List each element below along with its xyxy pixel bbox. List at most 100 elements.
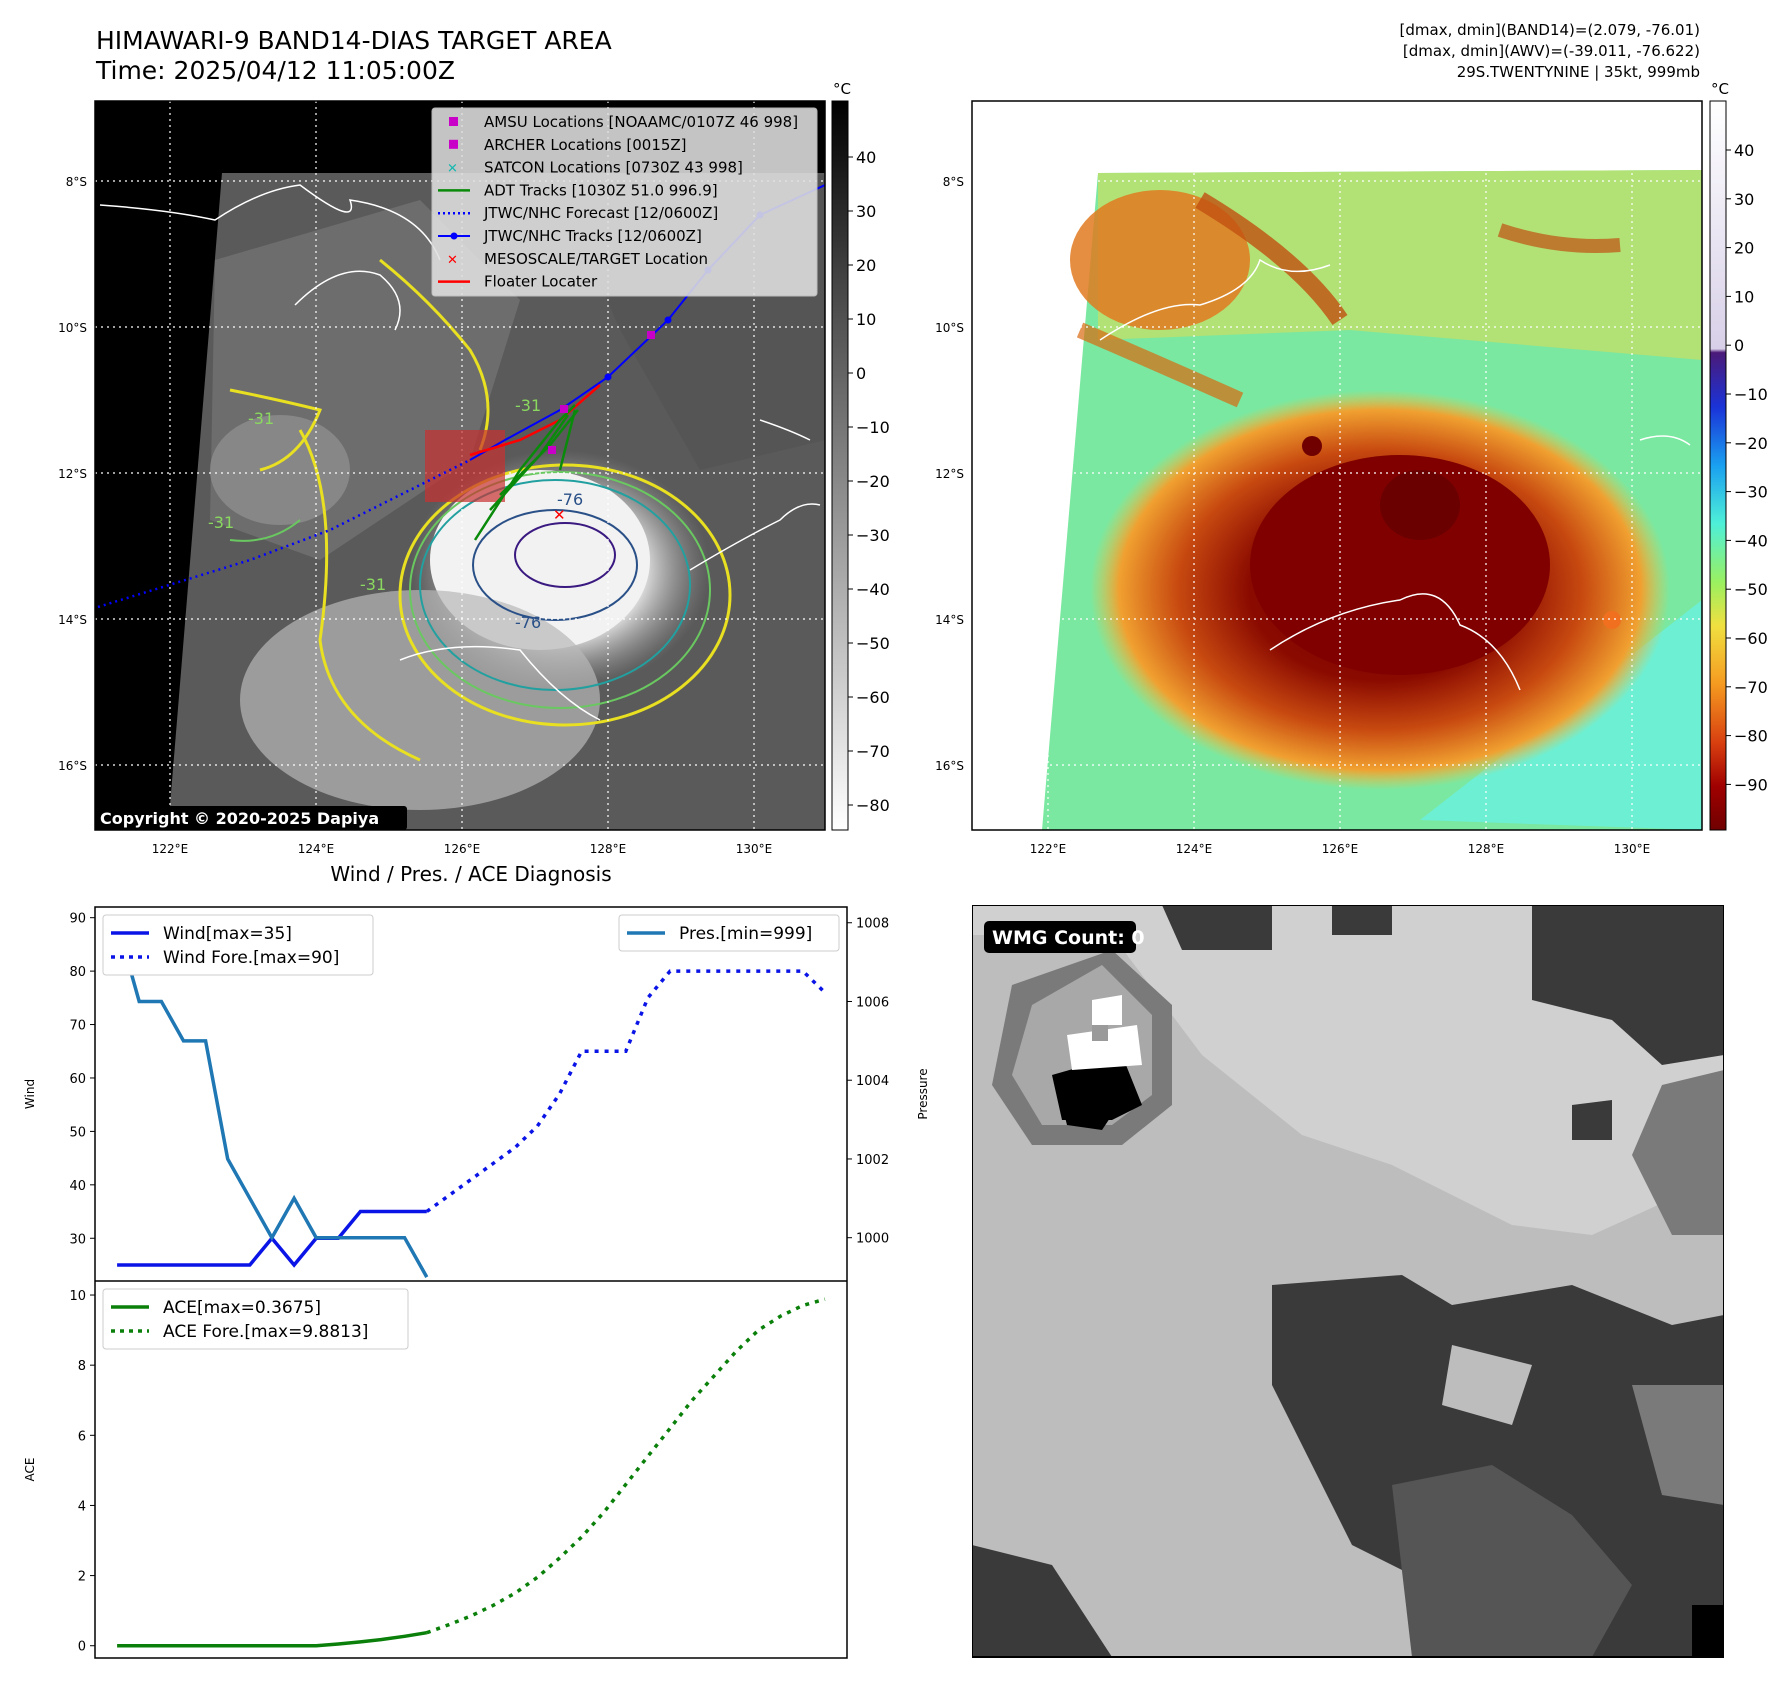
colorbar-tick: −80 [1734, 727, 1768, 746]
wind-tick: 90 [69, 912, 86, 927]
ace-tick: 2 [78, 1570, 86, 1585]
series-line [425, 969, 827, 1213]
lon-label: 130°E [1614, 842, 1651, 856]
lon-label: 126°E [1322, 842, 1359, 856]
colorbar-tick: −60 [856, 688, 890, 707]
colorbar-tick: 30 [856, 202, 876, 221]
legend-label: JTWC/NHC Forecast [12/0600Z] [483, 204, 718, 222]
ace-tick: 0 [78, 1640, 86, 1655]
colorbar-tick: 30 [1734, 190, 1754, 209]
colorbar-tick: −70 [856, 742, 890, 761]
wmg-panel: WMG Count: 0 [972, 905, 1724, 1658]
series-line [117, 1630, 428, 1648]
lat-label: 14°S [58, 613, 87, 627]
colorbar-tick: −10 [1734, 385, 1768, 404]
colorbar-tick: −30 [856, 526, 890, 545]
contour-label: -31 [515, 396, 541, 415]
lon-label: 128°E [1468, 842, 1505, 856]
ace-tick: 6 [78, 1429, 86, 1444]
geo-axis-labels: 8°S 10°S 12°S 14°S 16°S 122°E 124°E 126°E 128°E 1… [58, 175, 1650, 856]
svg-text:✕: ✕ [553, 506, 566, 524]
ir-colorbar [831, 100, 849, 831]
series-line [426, 1297, 826, 1635]
awv-colorbar-ticks: 40 30 20 10 0 −10 −20 −30 −40 −50 −60 −70 −80 −90 [1726, 141, 1768, 794]
lon-label: 122°E [152, 842, 189, 856]
lat-label: 10°S [58, 321, 87, 335]
pressure-tick: 1004 [856, 1074, 889, 1089]
legend-label: JTWC/NHC Tracks [12/0600Z] [483, 227, 702, 245]
lat-label: 14°S [935, 613, 964, 627]
wind-tick: 30 [69, 1232, 86, 1247]
legend-label: ACE Fore.[max=9.8813] [163, 1322, 368, 1342]
colorbar-tick: 40 [856, 148, 876, 167]
legend-label: MESOSCALE/TARGET Location [484, 250, 708, 268]
colorbar-tick: −20 [1734, 434, 1768, 453]
series-line [115, 922, 429, 1278]
lat-label: 8°S [66, 175, 87, 189]
colorbar-tick: −60 [1734, 629, 1768, 648]
contour-label: -76 [557, 490, 583, 509]
ir-map-panel: ✕ -31 -31 -31 -76 -31 -76 AMSU Locations… [58, 80, 1768, 856]
colorbar-tick: −40 [856, 580, 890, 599]
wind-tick: 80 [69, 965, 86, 980]
pressure-tick: 1000 [856, 1232, 889, 1247]
colorbar-tick: −20 [856, 472, 890, 491]
legend-label: SATCON Locations [0730Z 43 998] [484, 159, 743, 177]
colorbar-tick: 0 [856, 364, 866, 383]
svg-text:✕: ✕ [447, 253, 458, 268]
legend-entry: JTWC/NHC Tracks [12/0600Z] [438, 227, 702, 245]
storm-info: 29S.TWENTYNINE | 35kt, 999mb [1456, 63, 1700, 81]
colorbar-tick: 40 [1734, 141, 1754, 160]
ace-tick: 8 [78, 1359, 86, 1374]
contour-label: -31 [360, 575, 386, 594]
wmg-badge [984, 921, 1136, 953]
legend-label: ACE[max=0.3675] [163, 1298, 321, 1318]
lat-label: 8°S [943, 175, 964, 189]
ace-axis-label: ACE [23, 1458, 37, 1482]
colorbar-tick: 20 [856, 256, 876, 275]
ace-tick: 10 [69, 1289, 86, 1304]
pressure-tick: 1006 [856, 995, 889, 1010]
legend-label: Pres.[min=999] [679, 924, 812, 944]
pressure-tick: 1008 [856, 917, 889, 932]
legend-label: ARCHER Locations [0015Z] [484, 136, 687, 154]
chart-legend [102, 914, 374, 976]
figure-title: HIMAWARI-9 BAND14-DIAS TARGET AREA [96, 26, 612, 55]
wmg-badge-text: WMG Count: 0 [992, 927, 1145, 949]
lat-label: 16°S [58, 759, 87, 773]
wind-axis-label: Wind [23, 1079, 37, 1109]
map-legend: AMSU Locations [NOAAMC/0107Z 46 998] ARCH… [431, 107, 818, 297]
lon-label: 128°E [590, 842, 627, 856]
stats-band14: [dmax, dmin](BAND14)=(2.079, -76.01) [1399, 21, 1700, 39]
legend-entry: ✕ SATCON Locations [0730Z 43 998] [447, 159, 743, 177]
copyright-text: Copyright © 2020-2025 Dapiya [100, 809, 379, 828]
stats-awv: [dmax, dmin](AWV)=(-39.011, -76.622) [1402, 42, 1700, 60]
legend-label: Wind[max=35] [163, 924, 292, 944]
awv-imagery [972, 101, 1702, 830]
legend-label: AMSU Locations [NOAAMC/0107Z 46 998] [484, 113, 798, 131]
diagnosis-chart: 30 40 50 60 70 80 90 1000 1002 1004 1006 1008 0 2 4 6 8 1… [23, 906, 930, 1659]
chart-legend [102, 1288, 409, 1350]
legend-entry: JTWC/NHC Forecast [12/0600Z] [438, 204, 718, 222]
legend-entry: Floater Locater [438, 273, 598, 291]
lon-label: 124°E [1176, 842, 1213, 856]
legend-label: Floater Locater [484, 273, 598, 291]
lon-label: 122°E [1030, 842, 1067, 856]
pressure-axis-label: Pressure [916, 1068, 930, 1119]
colorbar-tick: −10 [856, 418, 890, 437]
colorbar-tick: −50 [856, 634, 890, 653]
pressure-tick: 1002 [856, 1153, 889, 1168]
colorbar-tick: 10 [856, 310, 876, 329]
svg-text:✕: ✕ [447, 162, 458, 177]
lon-label: 130°E [736, 842, 773, 856]
copyright-badge [95, 806, 407, 830]
legend-entry: ✕ MESOSCALE/TARGET Location [447, 250, 708, 268]
contour-label: -31 [248, 409, 274, 428]
ir-colorbar-ticks: 40 30 20 10 0 −10 −20 −30 −40 −50 −60 −70 −80 [848, 148, 890, 815]
contour-label: -76 [515, 613, 541, 632]
lon-label: 126°E [444, 842, 481, 856]
colorbar-tick: −50 [1734, 580, 1768, 599]
ir-colorbar-unit: °C [833, 80, 851, 98]
figure-time: Time: 2025/04/12 11:05:00Z [96, 56, 455, 85]
